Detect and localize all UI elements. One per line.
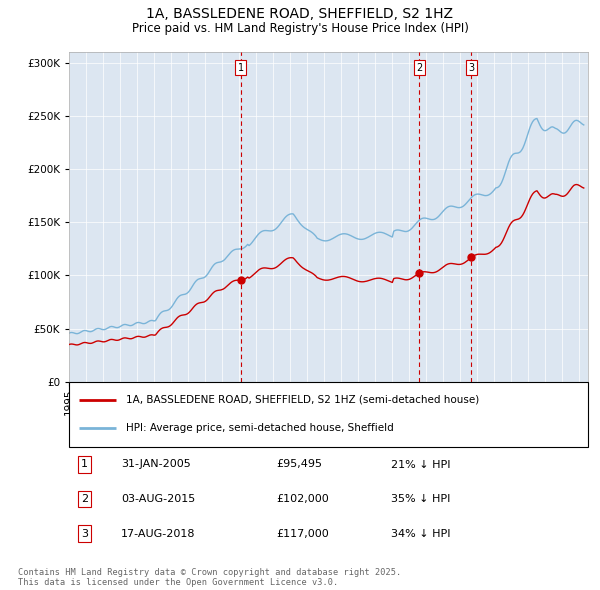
Text: 21% ↓ HPI: 21% ↓ HPI <box>391 460 450 470</box>
Text: 3: 3 <box>81 529 88 539</box>
Text: 3: 3 <box>468 63 474 73</box>
Text: 2: 2 <box>416 63 422 73</box>
Text: £117,000: £117,000 <box>277 529 329 539</box>
Text: £102,000: £102,000 <box>277 494 329 504</box>
Text: 1: 1 <box>238 63 244 73</box>
Text: 1A, BASSLEDENE ROAD, SHEFFIELD, S2 1HZ: 1A, BASSLEDENE ROAD, SHEFFIELD, S2 1HZ <box>146 6 454 21</box>
Text: 34% ↓ HPI: 34% ↓ HPI <box>391 529 450 539</box>
Text: 17-AUG-2018: 17-AUG-2018 <box>121 529 196 539</box>
Text: Price paid vs. HM Land Registry's House Price Index (HPI): Price paid vs. HM Land Registry's House … <box>131 22 469 35</box>
Text: 31-JAN-2005: 31-JAN-2005 <box>121 460 191 470</box>
Text: HPI: Average price, semi-detached house, Sheffield: HPI: Average price, semi-detached house,… <box>126 424 394 434</box>
Text: £95,495: £95,495 <box>277 460 323 470</box>
Text: 1: 1 <box>81 460 88 470</box>
Text: 2: 2 <box>81 494 88 504</box>
Text: 1A, BASSLEDENE ROAD, SHEFFIELD, S2 1HZ (semi-detached house): 1A, BASSLEDENE ROAD, SHEFFIELD, S2 1HZ (… <box>126 395 479 405</box>
Text: Contains HM Land Registry data © Crown copyright and database right 2025.
This d: Contains HM Land Registry data © Crown c… <box>18 568 401 587</box>
Text: 03-AUG-2015: 03-AUG-2015 <box>121 494 195 504</box>
Text: 35% ↓ HPI: 35% ↓ HPI <box>391 494 450 504</box>
